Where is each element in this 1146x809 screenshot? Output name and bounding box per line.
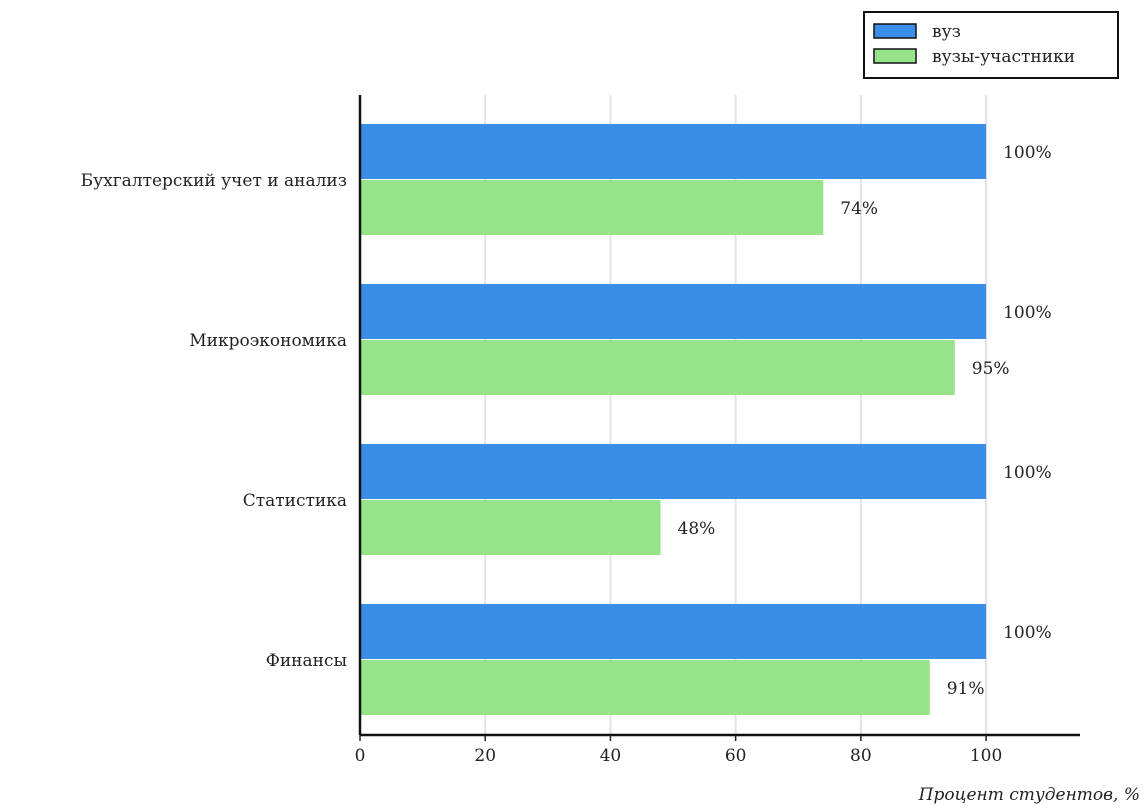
x-tick-label: 0: [355, 746, 366, 766]
legend-swatch: [873, 48, 917, 64]
category-label: Финансы: [266, 651, 347, 671]
bar-vuz: [360, 444, 987, 499]
bar-value-label: 48%: [678, 519, 716, 539]
bar-value-label: 100%: [1003, 463, 1052, 483]
bar-value-label: 100%: [1003, 143, 1052, 163]
bars: [360, 124, 987, 715]
legend-swatch: [873, 23, 917, 39]
axes: [358, 95, 1080, 737]
bar-vuzy-uchastniki: [360, 340, 955, 395]
category-label: Микроэкономика: [189, 331, 347, 351]
bar-value-label: 95%: [972, 359, 1010, 379]
bar-value-label: 91%: [947, 679, 985, 699]
category-label: Статистика: [243, 491, 347, 511]
x-tick-label: 60: [725, 746, 747, 766]
legend-box: [863, 11, 1119, 79]
bar-vuzy-uchastniki: [360, 660, 930, 715]
category-label: Бухгалтерский учет и анализ: [81, 171, 347, 191]
value-labels: 100% 74% 100% 95% 100% 48% 100% 91%: [678, 143, 1052, 699]
bar-vuzy-uchastniki: [360, 500, 661, 555]
bar-value-label: 74%: [840, 199, 878, 219]
x-tick-label: 80: [850, 746, 872, 766]
legend-label: вуз: [932, 22, 961, 42]
category-labels: Бухгалтерский учет и анализ Микроэкономик…: [81, 171, 347, 671]
bar-vuz: [360, 284, 987, 339]
x-tick-label: 40: [600, 746, 622, 766]
bar-vuz: [360, 604, 987, 659]
x-tick-label: 100: [970, 746, 1002, 766]
x-axis-label: Процент студентов, %: [918, 785, 1140, 805]
bar-value-label: 100%: [1003, 623, 1052, 643]
x-tick-labels: 0 20 40 60 80 100: [355, 735, 1002, 766]
x-tick-label: 20: [474, 746, 496, 766]
legend-label: вузы-участники: [932, 47, 1075, 67]
bar-vuz: [360, 124, 987, 179]
bar-vuzy-uchastniki: [360, 180, 824, 235]
bar-value-label: 100%: [1003, 303, 1052, 323]
legend: вуз вузы-участники: [863, 11, 1119, 79]
